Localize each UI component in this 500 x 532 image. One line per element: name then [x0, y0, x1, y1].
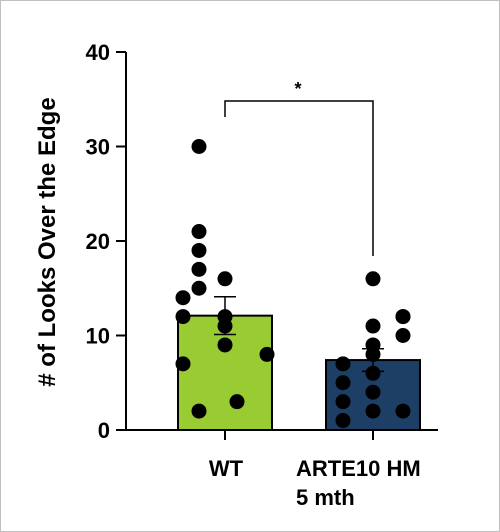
data-point-1-2 [335, 375, 351, 391]
x-category-label-wt: WT [209, 456, 244, 481]
data-point-1-6 [365, 403, 381, 419]
data-point-0-13 [229, 394, 245, 410]
data-point-0-6 [191, 242, 207, 258]
data-point-1-1 [335, 394, 351, 410]
significance-label: * [294, 79, 301, 99]
significance-bracket [224, 100, 374, 256]
data-point-0-14 [259, 346, 275, 362]
data-point-0-7 [191, 224, 207, 240]
data-point-1-9 [365, 346, 381, 362]
y-tick-label-0: 0 [98, 418, 110, 443]
y-tick-label-40: 40 [86, 40, 110, 65]
data-point-1-7 [365, 384, 381, 400]
data-point-0-12 [217, 337, 233, 353]
data-point-1-0 [335, 413, 351, 429]
data-point-1-13 [395, 309, 411, 325]
significance-bracket-line [224, 100, 374, 256]
y-axis-label: # of Looks Over the Edge [34, 97, 61, 386]
data-point-1-12 [365, 271, 381, 287]
bars [177, 314, 421, 432]
y-tick-label-20: 20 [86, 229, 110, 254]
data-point-1-14 [395, 403, 411, 419]
data-point-0-8 [191, 139, 207, 154]
data-point-1-10 [395, 328, 411, 343]
data-point-0-4 [191, 280, 207, 296]
data-point-0-2 [175, 356, 191, 372]
data-point-0-3 [191, 403, 207, 419]
data-point-1-8 [365, 365, 381, 381]
data-point-1-5 [365, 318, 381, 334]
data-point-0-11 [217, 318, 233, 334]
data-points [175, 139, 411, 429]
data-point-0-0 [175, 290, 191, 306]
x-category-label-arte10: ARTE10 HM [296, 456, 421, 481]
y-tick-label-10: 10 [86, 324, 110, 349]
x-category-sublabel-arte10: 5 mth [296, 485, 355, 510]
data-point-0-9 [217, 271, 233, 287]
data-point-0-5 [191, 261, 207, 277]
y-tick-label-30: 30 [86, 135, 110, 160]
data-point-1-3 [335, 356, 351, 372]
data-point-0-1 [175, 309, 191, 325]
